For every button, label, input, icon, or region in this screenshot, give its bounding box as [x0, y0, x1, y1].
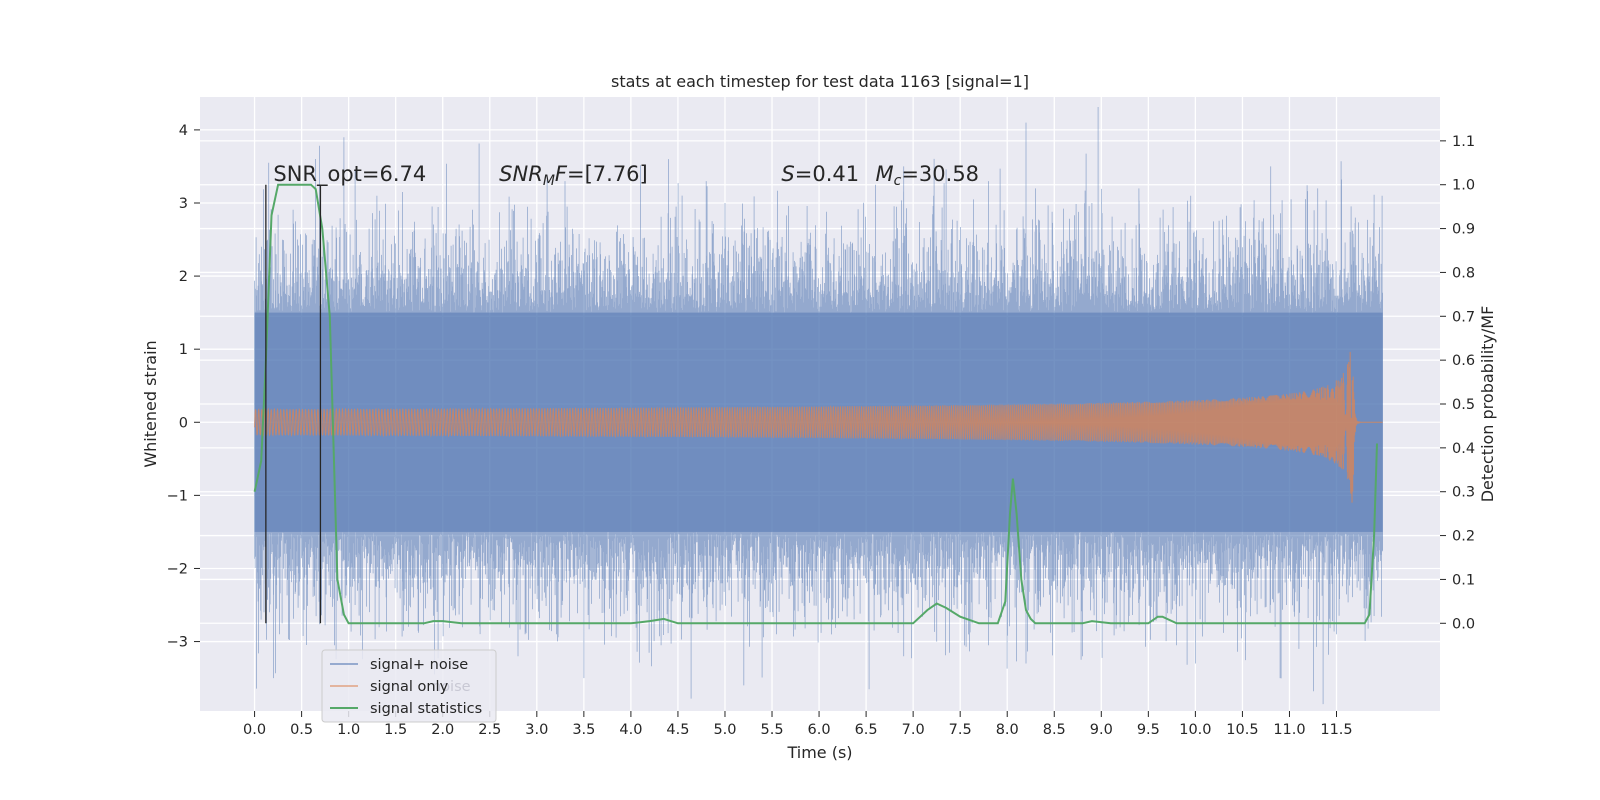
- y-tick-label-1: −2: [167, 561, 188, 577]
- x-tick-label-17: 8.5: [1043, 722, 1066, 738]
- y-right-axis-label: Detection probability/MF: [1478, 306, 1497, 503]
- statistics-line: [253, 183, 1378, 625]
- y-right-tick-label-1: 0.1: [1452, 572, 1475, 588]
- x-tick-label-18: 9.0: [1090, 722, 1113, 738]
- y-ticks: −3 −2 −1 0 1 2 3 4: [167, 123, 200, 651]
- x-tick-label-15: 7.5: [949, 722, 972, 738]
- y-tick-label-2: −1: [167, 488, 188, 504]
- x-tick-label-1: 0.5: [290, 722, 313, 738]
- x-tick-label-3: 1.5: [384, 722, 407, 738]
- x-tick-label-21: 10.5: [1226, 722, 1258, 738]
- annotation-s_stat: S=0.41: [781, 162, 859, 186]
- y-tick-label-6: 3: [179, 196, 188, 212]
- x-tick-label-8: 4.0: [619, 722, 642, 738]
- y-tick-label-0: −3: [167, 635, 188, 651]
- x-tick-label-2: 1.0: [337, 722, 360, 738]
- y-right-tick-label-3: 0.3: [1452, 485, 1475, 501]
- annotation-snr_mf: SNRMF=[7.76]: [499, 162, 648, 189]
- y-right-tick-label-5: 0.5: [1452, 397, 1475, 413]
- y-axis-label: Whitened strain: [141, 340, 160, 467]
- legend-label-0: signal+ noise: [370, 657, 468, 673]
- y-tick-label-3: 0: [179, 415, 188, 431]
- legend: noise signal+ noise signal only signal stat…: [321, 649, 497, 723]
- y-right-tick-label-8: 0.8: [1452, 265, 1475, 281]
- plot-series: [253, 107, 1383, 705]
- series-signal-only: [254, 351, 1383, 503]
- x-tick-label-22: 11.0: [1273, 722, 1305, 738]
- legend-label-1: signal only: [370, 679, 449, 695]
- x-tick-label-12: 6.0: [808, 722, 831, 738]
- legend-label-2: signal statistics: [370, 701, 482, 717]
- annotation-snr_opt: SNR_opt=6.74: [273, 162, 426, 187]
- chart-title: stats at each timestep for test data 116…: [611, 72, 1029, 91]
- annotation-m_chirp: Mc=30.58: [876, 162, 980, 189]
- x-tick-label-4: 2.0: [431, 722, 454, 738]
- x-ticks: 0.0 0.5 1.0 1.5 2.0 2.5 3.0 3.5 4.0 4.5 5.0 5.5 6.0 6…: [243, 711, 1353, 738]
- x-tick-label-20: 10.0: [1179, 722, 1211, 738]
- series-signal-statistics: [253, 183, 1378, 625]
- x-tick-label-5: 2.5: [478, 722, 501, 738]
- y-tick-label-4: 1: [179, 342, 188, 358]
- y-right-tick-label-0: 0.0: [1452, 616, 1475, 632]
- y-right-tick-label-2: 0.2: [1452, 529, 1475, 545]
- y-tick-label-7: 4: [179, 123, 188, 139]
- x-tick-label-23: 11.5: [1320, 722, 1352, 738]
- chirp-trace: [254, 351, 1383, 503]
- x-tick-label-10: 5.0: [713, 722, 736, 738]
- y-right-tick-label-7: 0.7: [1452, 309, 1475, 325]
- legend-box: [321, 649, 497, 723]
- x-tick-label-9: 4.5: [666, 722, 689, 738]
- x-tick-label-6: 3.0: [525, 722, 548, 738]
- y-right-ticks: 0.0 0.1 0.2 0.3 0.4 0.5 0.6 0.7 0.8 0.9 1.0 1.1: [1440, 134, 1475, 632]
- x-tick-label-13: 6.5: [855, 722, 878, 738]
- x-axis-label: Time (s): [786, 743, 852, 762]
- y-right-tick-label-4: 0.4: [1452, 441, 1475, 457]
- x-tick-label-0: 0.0: [243, 722, 266, 738]
- x-tick-label-14: 7.0: [902, 722, 925, 738]
- x-tick-label-16: 8.0: [996, 722, 1019, 738]
- y-right-tick-label-9: 0.9: [1452, 222, 1475, 238]
- x-tick-label-19: 9.5: [1137, 722, 1160, 738]
- y-right-tick-label-6: 0.6: [1452, 353, 1475, 369]
- y-right-tick-label-10: 1.0: [1452, 178, 1475, 194]
- y-tick-label-5: 2: [179, 269, 188, 285]
- x-tick-label-7: 3.5: [572, 722, 595, 738]
- x-tick-label-11: 5.5: [760, 722, 783, 738]
- annotations: SNR_opt=6.74 SNRMF=[7.76] S=0.41 Mc=30.58: [273, 162, 979, 189]
- y-right-tick-label-11: 1.1: [1452, 134, 1475, 150]
- legend-ghost-text: noise: [432, 679, 471, 695]
